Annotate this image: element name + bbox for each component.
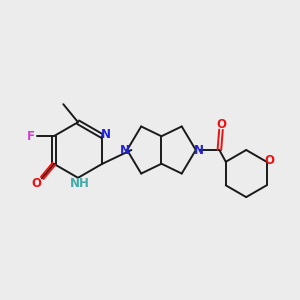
Text: N: N [101,128,111,141]
Text: O: O [265,154,275,166]
Text: O: O [32,177,42,190]
Text: N: N [194,143,203,157]
Text: N: N [119,143,130,157]
Text: F: F [27,130,35,142]
Text: O: O [216,118,226,131]
Text: NH: NH [70,177,90,190]
